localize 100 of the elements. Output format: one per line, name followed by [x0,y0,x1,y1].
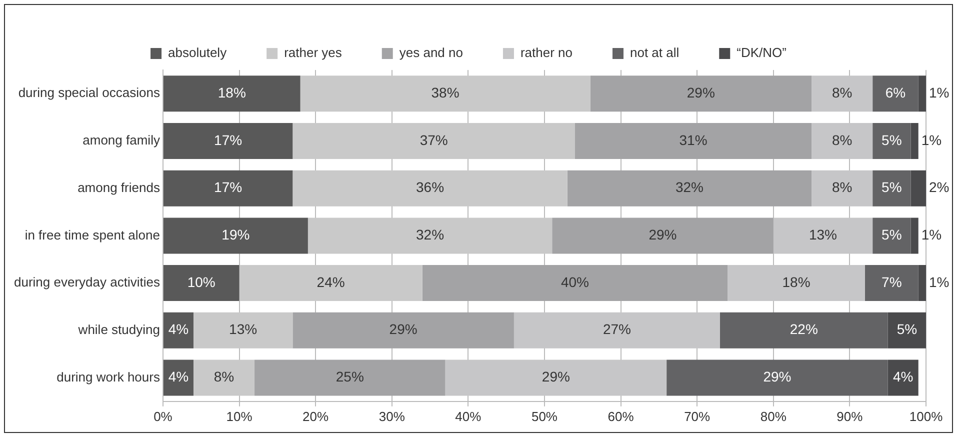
data-label: 8% [832,84,852,101]
bar [163,76,300,112]
bar [422,265,728,302]
bar [773,218,873,254]
data-label: 5% [882,179,902,196]
data-label: 25% [336,368,364,385]
data-label: 29% [763,368,792,385]
bar [910,170,926,206]
data-label: 32% [416,226,444,243]
data-label: 7% [882,274,902,290]
data-label: 32% [675,179,704,196]
legend-label: rather no [520,45,573,60]
x-tick-label: 50% [531,408,558,424]
bar [292,123,575,160]
bar [590,76,812,112]
bar [864,265,918,302]
bar [445,360,667,396]
bar [292,170,568,206]
bar [812,123,873,160]
data-label: 37% [420,132,448,148]
data-label: 13% [229,321,258,338]
bar [872,123,911,160]
bar [918,76,926,112]
data-label: 22% [790,321,818,338]
bar [872,170,911,206]
data-label: 8% [832,179,852,196]
bar [239,265,422,302]
x-tick-label: 40% [455,408,482,424]
data-label: 18% [218,84,246,101]
bar [193,360,255,396]
bar [163,360,194,396]
data-label: 8% [832,132,852,148]
bar [193,312,293,348]
data-label: 13% [808,226,838,243]
data-label: 5% [896,321,918,338]
data-label: 19% [222,226,250,243]
legend-label: yes and no [399,45,463,60]
data-label: 6% [885,84,906,101]
bar [163,218,308,254]
bar [812,170,873,206]
bar [254,360,446,396]
bar [918,265,926,302]
data-label: 4% [892,368,914,385]
bar [728,265,865,302]
data-label: 1% [929,84,950,101]
bar [872,76,918,112]
data-label: 4% [168,321,189,338]
data-label: 36% [416,179,444,196]
legend-label: rather yes [284,45,342,60]
bar [292,312,514,348]
data-label: 17% [214,179,242,196]
bar [552,218,774,254]
y-tick-label: during everyday activities [14,274,160,290]
x-tick-label: 20% [302,408,330,424]
data-label: 5% [882,226,902,243]
bar [163,123,293,160]
y-tick-label: among family [82,132,160,148]
data-label: 18% [782,274,810,290]
bar [812,76,873,112]
bar [720,312,888,348]
x-tick-label: 80% [760,408,787,424]
legend-label: “DK/NO” [736,45,786,60]
bar [910,218,918,254]
data-label: 31% [679,132,708,148]
data-label: 27% [602,321,631,338]
bar [300,76,590,112]
x-tick-label: 70% [684,408,711,424]
bar [514,312,720,348]
y-tick-label: during work hours [56,369,160,384]
bar [888,312,926,348]
data-label: 17% [214,132,242,148]
data-label: 10% [187,274,216,290]
data-label: 8% [214,368,234,385]
data-label: 1% [929,274,950,290]
data-label: 4% [168,368,189,385]
x-tick-label: 30% [378,408,406,424]
y-tick-label: in free time spent alone [24,227,160,242]
data-label: 1% [921,226,942,243]
x-tick-label: 90% [836,408,864,424]
bar [567,170,812,206]
data-label: 38% [431,84,460,101]
data-label: 2% [929,179,950,196]
bar [163,265,240,302]
legend-label: not at all [630,45,680,60]
x-tick-label: 60% [608,408,634,424]
bar [575,123,812,160]
data-label: 40% [560,274,590,290]
bar [163,170,293,206]
data-label: 29% [686,84,715,101]
x-tick-label: 10% [226,408,253,424]
bar [666,360,888,396]
bar [888,360,918,396]
data-label: 29% [389,321,418,338]
y-tick-label: during special occasions [18,85,160,100]
x-tick-label: 0% [154,408,173,424]
legend-label: absolutely [168,45,228,60]
data-label: 24% [316,274,345,290]
y-tick-label: among friends [78,180,160,195]
bar [872,218,911,254]
data-label: 29% [648,226,677,243]
